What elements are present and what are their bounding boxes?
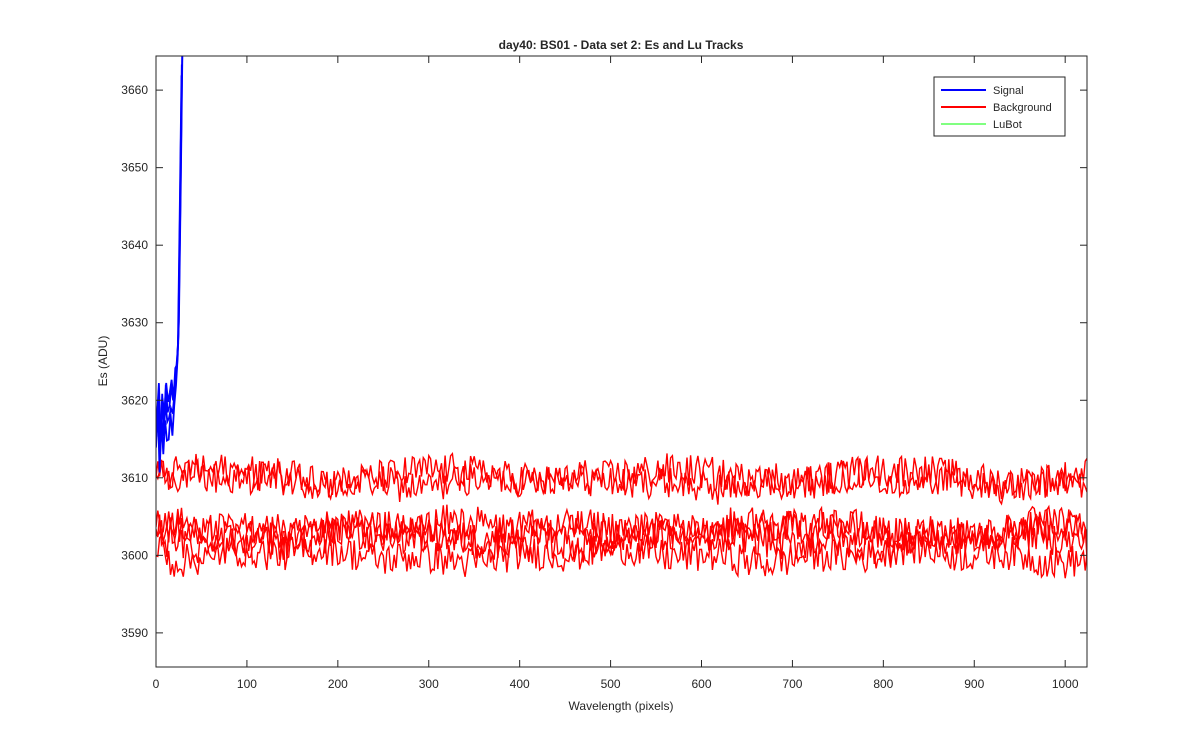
x-tick-label: 200 [328, 677, 348, 691]
x-tick-label: 0 [153, 677, 160, 691]
chart-title: day40: BS01 - Data set 2: Es and Lu Trac… [499, 38, 744, 52]
y-tick-label: 3590 [121, 626, 148, 640]
x-tick-label: 700 [782, 677, 802, 691]
x-tick-label: 500 [601, 677, 621, 691]
y-tick-label: 3630 [121, 316, 148, 330]
y-tick-label: 3610 [121, 471, 148, 485]
x-tick-label: 800 [873, 677, 893, 691]
series-background-line [156, 507, 1087, 554]
series-lines [156, 56, 1087, 579]
plot-area [156, 56, 1087, 667]
x-tick-label: 900 [964, 677, 984, 691]
y-axis-label: Es (ADU) [96, 336, 110, 387]
legend-label-lubot: LuBot [993, 119, 1022, 131]
x-tick-label: 300 [419, 677, 439, 691]
x-axis-label: Wavelength (pixels) [569, 699, 674, 713]
y-tick-label: 3600 [121, 548, 148, 562]
legend-label-background: Background [993, 102, 1052, 114]
axes-box [155, 55, 1088, 668]
axis-ticks: 0 100 200 300 400 500 600 700 800 900 1000 3590 3600… [121, 56, 1087, 691]
x-tick-label: 400 [510, 677, 530, 691]
series-background-line [156, 529, 1087, 579]
y-tick-label: 3660 [121, 83, 148, 97]
series-background-line [156, 452, 1087, 501]
x-tick-label: 600 [691, 677, 711, 691]
legend-label-signal: Signal [993, 85, 1024, 97]
x-tick-label: 100 [237, 677, 257, 691]
series-background-line [156, 455, 1087, 506]
y-tick-label: 3640 [121, 238, 148, 252]
legend: Signal Background LuBot [933, 76, 1066, 137]
y-tick-label: 3620 [121, 393, 148, 407]
x-tick-label: 1000 [1052, 677, 1079, 691]
y-tick-label: 3650 [121, 161, 148, 175]
series-signal-line [156, 56, 184, 442]
